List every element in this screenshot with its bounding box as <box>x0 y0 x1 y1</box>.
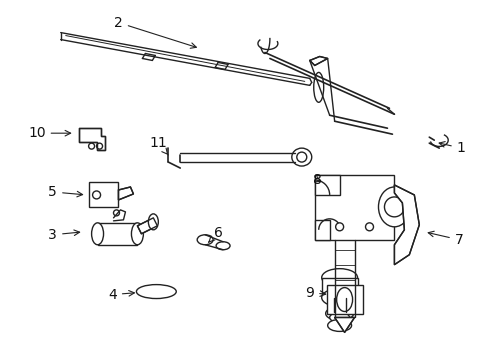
Bar <box>314 175 339 195</box>
Text: 7: 7 <box>427 231 463 247</box>
Text: 8: 8 <box>313 173 322 187</box>
Ellipse shape <box>291 148 311 166</box>
Ellipse shape <box>197 235 213 245</box>
Polygon shape <box>137 218 157 234</box>
Ellipse shape <box>325 306 353 320</box>
Text: 9: 9 <box>305 285 325 300</box>
Ellipse shape <box>365 223 373 231</box>
Bar <box>321 278 357 298</box>
Ellipse shape <box>92 191 101 199</box>
Bar <box>314 175 394 240</box>
Polygon shape <box>334 318 354 332</box>
Ellipse shape <box>313 72 323 102</box>
Ellipse shape <box>148 214 158 230</box>
Ellipse shape <box>113 210 119 216</box>
Ellipse shape <box>378 187 409 227</box>
Text: 6: 6 <box>208 226 222 242</box>
Ellipse shape <box>329 312 349 323</box>
Polygon shape <box>314 220 329 240</box>
Ellipse shape <box>96 143 102 149</box>
Ellipse shape <box>327 319 351 332</box>
Ellipse shape <box>91 223 103 245</box>
Bar <box>88 182 118 207</box>
Bar <box>326 285 362 315</box>
Ellipse shape <box>336 288 352 311</box>
Bar <box>98 223 137 245</box>
Ellipse shape <box>131 223 143 245</box>
Ellipse shape <box>216 242 229 250</box>
Ellipse shape <box>88 143 94 149</box>
Text: 3: 3 <box>48 228 80 242</box>
Ellipse shape <box>296 152 306 162</box>
Text: 4: 4 <box>108 288 134 302</box>
Text: 10: 10 <box>28 126 70 140</box>
Ellipse shape <box>335 223 343 231</box>
Text: 11: 11 <box>149 136 168 155</box>
Polygon shape <box>79 128 104 150</box>
Ellipse shape <box>384 197 404 217</box>
Polygon shape <box>118 187 133 200</box>
Polygon shape <box>394 185 419 265</box>
Ellipse shape <box>136 285 176 298</box>
Text: 5: 5 <box>48 185 82 199</box>
Ellipse shape <box>321 289 357 306</box>
Polygon shape <box>309 57 327 66</box>
Ellipse shape <box>321 269 357 287</box>
Text: 1: 1 <box>438 141 465 155</box>
Text: 2: 2 <box>114 15 196 48</box>
